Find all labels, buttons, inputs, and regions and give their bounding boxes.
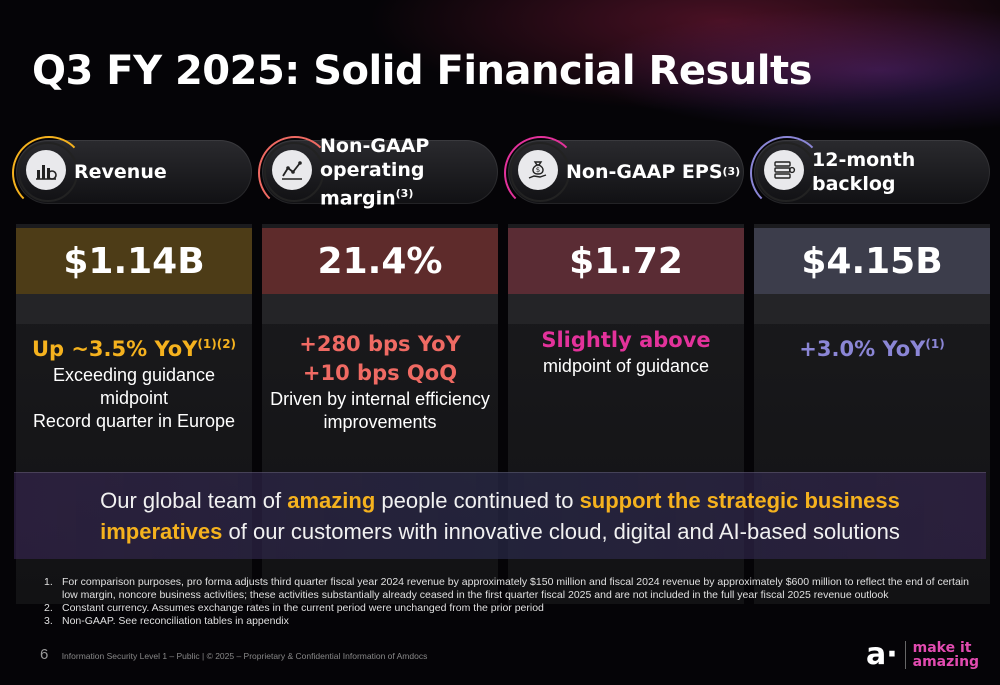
amdocs-logo: a· make it amazing: [866, 637, 980, 672]
svg-text:$: $: [536, 166, 540, 174]
metric-highlight: +280 bps YoY: [299, 332, 461, 356]
line-chart-icon: [272, 150, 312, 190]
metric-label: 12-month backlog: [812, 149, 916, 195]
metric-highlight: Slightly above: [541, 328, 711, 352]
metric-description: Up ~3.5% YoY(1)(2) Exceeding guidance mi…: [16, 330, 252, 433]
summary-text: Our global team of amazing people contin…: [100, 488, 900, 544]
server-stack-icon: [764, 150, 804, 190]
metric-value: 21.4%: [262, 228, 498, 294]
summary-banner: Our global team of amazing people contin…: [14, 472, 986, 559]
accent-arc: [12, 136, 86, 210]
metric-header: 12-month backlog: [750, 136, 990, 210]
footnotes: 1. For comparison purposes, pro forma adj…: [44, 576, 974, 628]
metric-highlight: +10 bps QoQ: [302, 361, 458, 385]
bar-chart-icon: [26, 150, 66, 190]
accent-arc: [750, 136, 824, 210]
metric-value: $1.14B: [16, 228, 252, 294]
footnote: 2. Constant currency. Assumes exchange ra…: [44, 602, 544, 614]
metric-header: Non-GAAP operating margin(3): [258, 134, 498, 210]
metric-label: Revenue: [74, 161, 167, 183]
slide-footer: 6 Information Security Level 1 – Public …: [40, 646, 427, 663]
metric-description: Slightly above midpoint of guidance: [508, 326, 744, 378]
metric-label: Non-GAAP operating margin(3): [320, 134, 430, 210]
accent-arc: [504, 136, 578, 210]
money-bag-hand-icon: $: [518, 150, 558, 190]
metric-description: +280 bps YoY +10 bps QoQ Driven by inter…: [262, 330, 498, 434]
metric-value: $4.15B: [754, 228, 990, 294]
footnote: 1. For comparison purposes, pro forma adj…: [44, 576, 969, 601]
metric-highlight: Up ~3.5% YoY(1)(2): [31, 337, 237, 361]
accent-arc: [258, 136, 332, 210]
metric-highlight: +3.0% YoY(1): [799, 337, 945, 361]
metric-header: $ Non-GAAP EPS (3): [504, 136, 744, 210]
metric-header: Revenue: [12, 136, 252, 210]
metric-label: Non-GAAP EPS (3): [566, 161, 741, 183]
page-number: 6: [40, 646, 49, 663]
slide-title: Q3 FY 2025: Solid Financial Results: [32, 48, 812, 94]
footer-text: Information Security Level 1 – Public | …: [61, 651, 428, 661]
footnote: 3. Non-GAAP. See reconciliation tables in…: [44, 615, 289, 627]
metric-description: +3.0% YoY(1): [754, 330, 990, 364]
metric-value: $1.72: [508, 228, 744, 294]
